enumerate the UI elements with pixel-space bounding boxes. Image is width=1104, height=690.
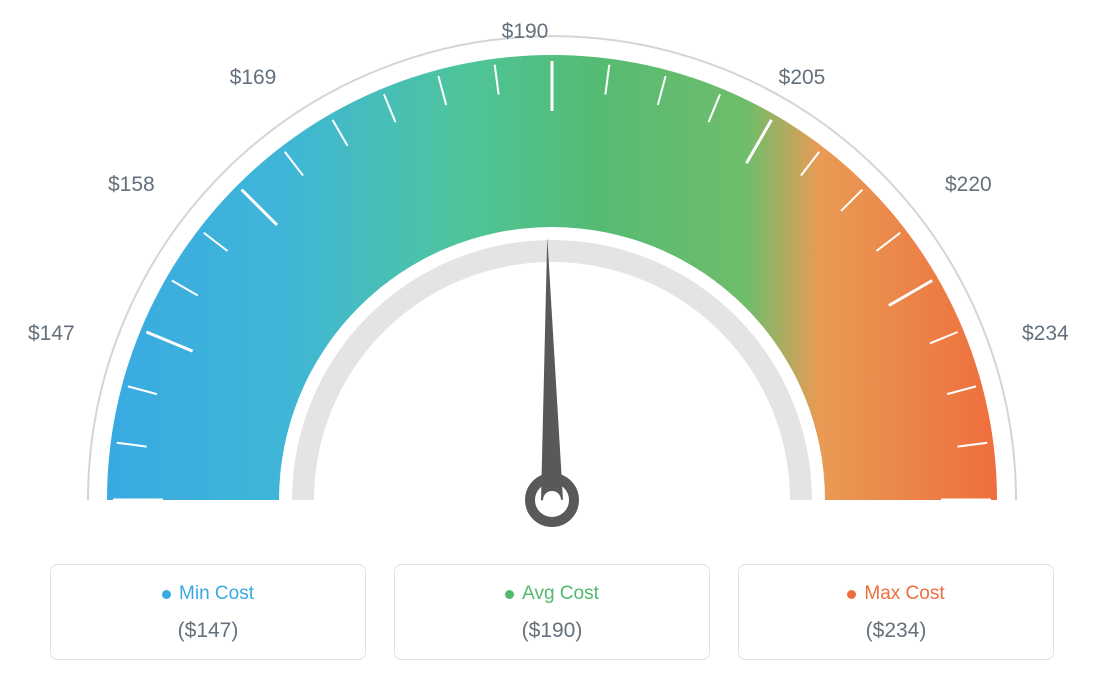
scale-label: $234	[1022, 322, 1069, 346]
legend-min: Min Cost ($147)	[50, 564, 366, 660]
scale-label: $147	[28, 322, 75, 346]
legend-max-title: Max Cost	[847, 583, 944, 605]
legend-min-value: ($147)	[61, 619, 355, 643]
legend-max-label: Max Cost	[864, 583, 944, 605]
legend-avg-label: Avg Cost	[522, 583, 599, 605]
legend-min-title: Min Cost	[162, 583, 254, 605]
scale-label: $169	[230, 66, 277, 90]
cost-gauge-chart: $147 $158 $169 $190 $205 $220 $234 Min Cost ($…	[0, 0, 1104, 690]
dot-icon	[847, 590, 856, 599]
legend-avg-value: ($190)	[405, 619, 699, 643]
scale-label: $220	[945, 173, 992, 197]
scale-label: $205	[779, 66, 826, 90]
legend-max-value: ($234)	[749, 619, 1043, 643]
gauge-area: $147 $158 $169 $190 $205 $220 $234	[0, 0, 1104, 560]
gauge-svg	[0, 0, 1104, 560]
dot-icon	[162, 590, 171, 599]
dot-icon	[505, 590, 514, 599]
legend-avg: Avg Cost ($190)	[394, 564, 710, 660]
needle-hub-hole	[543, 491, 561, 509]
scale-label: $158	[108, 173, 155, 197]
legend-max: Max Cost ($234)	[738, 564, 1054, 660]
legend-min-label: Min Cost	[179, 583, 254, 605]
scale-label: $190	[502, 20, 549, 44]
needle	[541, 237, 563, 500]
legend-row: Min Cost ($147) Avg Cost ($190) Max Cost…	[50, 564, 1054, 660]
legend-avg-title: Avg Cost	[505, 583, 599, 605]
